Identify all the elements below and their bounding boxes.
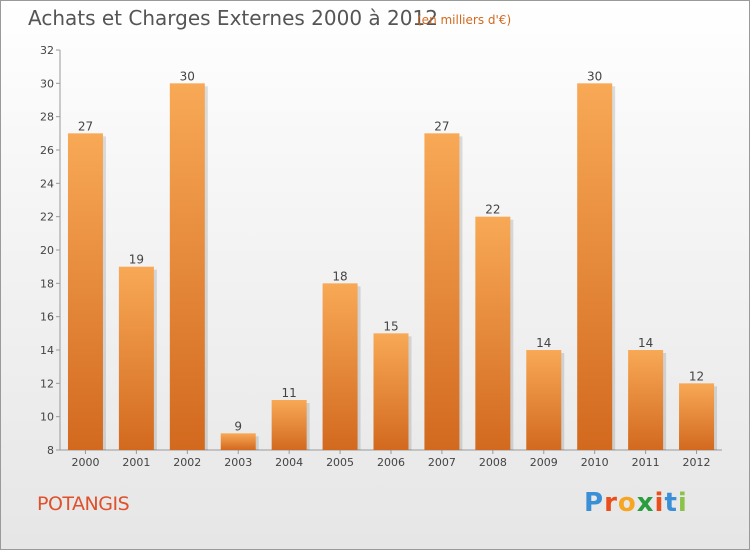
x-tick-label: 2003 <box>224 456 252 469</box>
y-tick-label: 18 <box>40 277 54 290</box>
y-tick-label: 10 <box>40 411 54 424</box>
bar-value-label: 18 <box>332 269 347 283</box>
y-tick-label: 8 <box>47 444 54 457</box>
bar <box>169 83 205 450</box>
x-tick-label: 2012 <box>683 456 711 469</box>
bar-value-label: 9 <box>234 419 242 433</box>
logo-letter: i <box>677 488 688 518</box>
logo-letter: i <box>654 488 665 518</box>
x-tick-label: 2000 <box>71 456 99 469</box>
commune-name: POTANGIS <box>37 493 130 515</box>
bar <box>118 266 154 450</box>
bar-value-label: 30 <box>587 69 602 83</box>
y-tick-label: 24 <box>40 177 54 190</box>
y-tick-label: 32 <box>40 44 54 57</box>
bar-value-label: 19 <box>129 253 144 267</box>
bar-value-label: 27 <box>434 119 449 133</box>
x-tick-label: 2011 <box>632 456 660 469</box>
bar-value-label: 14 <box>536 336 551 350</box>
bar-value-label: 14 <box>638 336 653 350</box>
x-tick-label: 2001 <box>122 456 150 469</box>
bar <box>67 133 103 451</box>
bar-value-label: 30 <box>180 69 195 83</box>
bar <box>373 333 409 450</box>
bar-value-label: 22 <box>485 203 500 217</box>
bar <box>271 400 307 450</box>
logo-letter: t <box>664 488 678 518</box>
x-tick-label: 2008 <box>479 456 507 469</box>
bar-value-label: 27 <box>78 119 93 133</box>
x-tick-label: 2005 <box>326 456 354 469</box>
bar <box>577 83 613 450</box>
bar <box>475 216 511 450</box>
logo-letter: r <box>604 488 618 518</box>
y-tick-label: 30 <box>40 77 54 90</box>
proxiti-logo[interactable]: Proxiti <box>584 488 688 518</box>
y-tick-label: 14 <box>40 344 54 357</box>
bar <box>628 350 664 450</box>
y-tick-label: 22 <box>40 211 54 224</box>
bar <box>322 283 358 450</box>
logo-letter: x <box>636 488 655 518</box>
bar-value-label: 12 <box>689 369 704 383</box>
y-tick-label: 20 <box>40 244 54 257</box>
x-tick-label: 2009 <box>530 456 558 469</box>
x-tick-label: 2006 <box>377 456 405 469</box>
bar <box>220 433 256 450</box>
bar-value-label: 11 <box>282 386 297 400</box>
y-tick-label: 28 <box>40 111 54 124</box>
x-tick-label: 2007 <box>428 456 456 469</box>
x-tick-label: 2010 <box>581 456 609 469</box>
x-tick-label: 2004 <box>275 456 303 469</box>
bar <box>526 350 562 450</box>
y-tick-label: 26 <box>40 144 54 157</box>
y-tick-label: 12 <box>40 377 54 390</box>
x-tick-label: 2002 <box>173 456 201 469</box>
logo-letter: o <box>617 488 637 518</box>
y-tick-label: 16 <box>40 311 54 324</box>
bar <box>679 383 715 450</box>
bar-value-label: 15 <box>383 319 398 333</box>
logo-letter: P <box>584 488 605 518</box>
bar <box>424 133 460 451</box>
chart-title: Achats et Charges Externes 2000 à 2012 <box>28 6 438 30</box>
chart-subtitle: (en milliers d'€) <box>417 13 512 27</box>
